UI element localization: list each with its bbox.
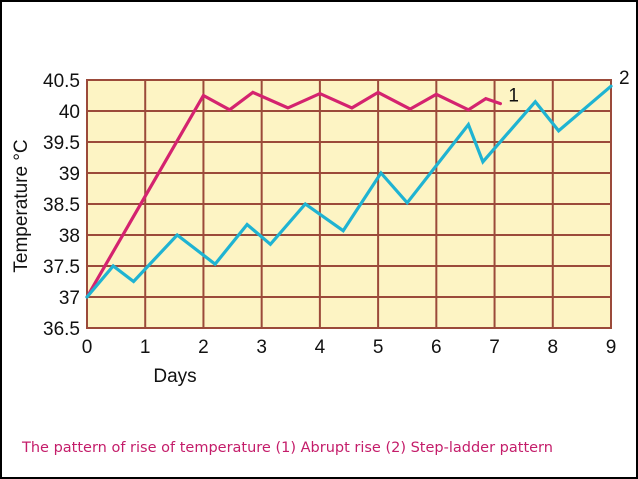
- figure-caption: The pattern of rise of temperature (1) A…: [22, 440, 553, 456]
- x-tick-label: 1: [140, 337, 151, 358]
- y-tick-label: 39: [59, 164, 80, 185]
- grid-lines: [86, 79, 612, 329]
- x-tick-label: 5: [373, 337, 384, 358]
- x-tick-label: 7: [489, 337, 500, 358]
- y-tick-label: 36.5: [43, 319, 80, 340]
- x-tick-labels: 0 1 2 3 4 5 6 7 8 9: [82, 337, 617, 358]
- y-tick-label: 40.5: [43, 71, 80, 92]
- x-tick-label: 4: [315, 337, 326, 358]
- y-tick-labels: 36.5 37 37.5 38 38.5 39 39.5 40 40.5: [43, 71, 80, 340]
- y-tick-label: 38.5: [43, 195, 80, 216]
- y-tick-label: 39.5: [43, 133, 80, 154]
- series-label-2: 2: [619, 68, 630, 89]
- y-axis-label: Temperature °C: [11, 139, 32, 272]
- series-line-2: [85, 84, 613, 299]
- x-tick-label: 0: [82, 337, 93, 358]
- x-tick-label: 3: [256, 337, 267, 358]
- series-label-1: 1: [508, 86, 519, 107]
- series-lines: [85, 84, 613, 299]
- x-tick-label: 6: [431, 337, 442, 358]
- y-tick-label: 37.5: [43, 257, 80, 278]
- y-tick-label: 38: [59, 226, 80, 247]
- y-tick-label: 40: [59, 102, 80, 123]
- x-tick-label: 8: [547, 337, 558, 358]
- series-line-1: [85, 90, 502, 299]
- x-axis-label: Days: [153, 366, 196, 387]
- y-tick-label: 37: [59, 288, 80, 309]
- x-tick-label: 2: [198, 337, 209, 358]
- x-tick-label: 9: [606, 337, 617, 358]
- series-labels: 12: [508, 68, 629, 106]
